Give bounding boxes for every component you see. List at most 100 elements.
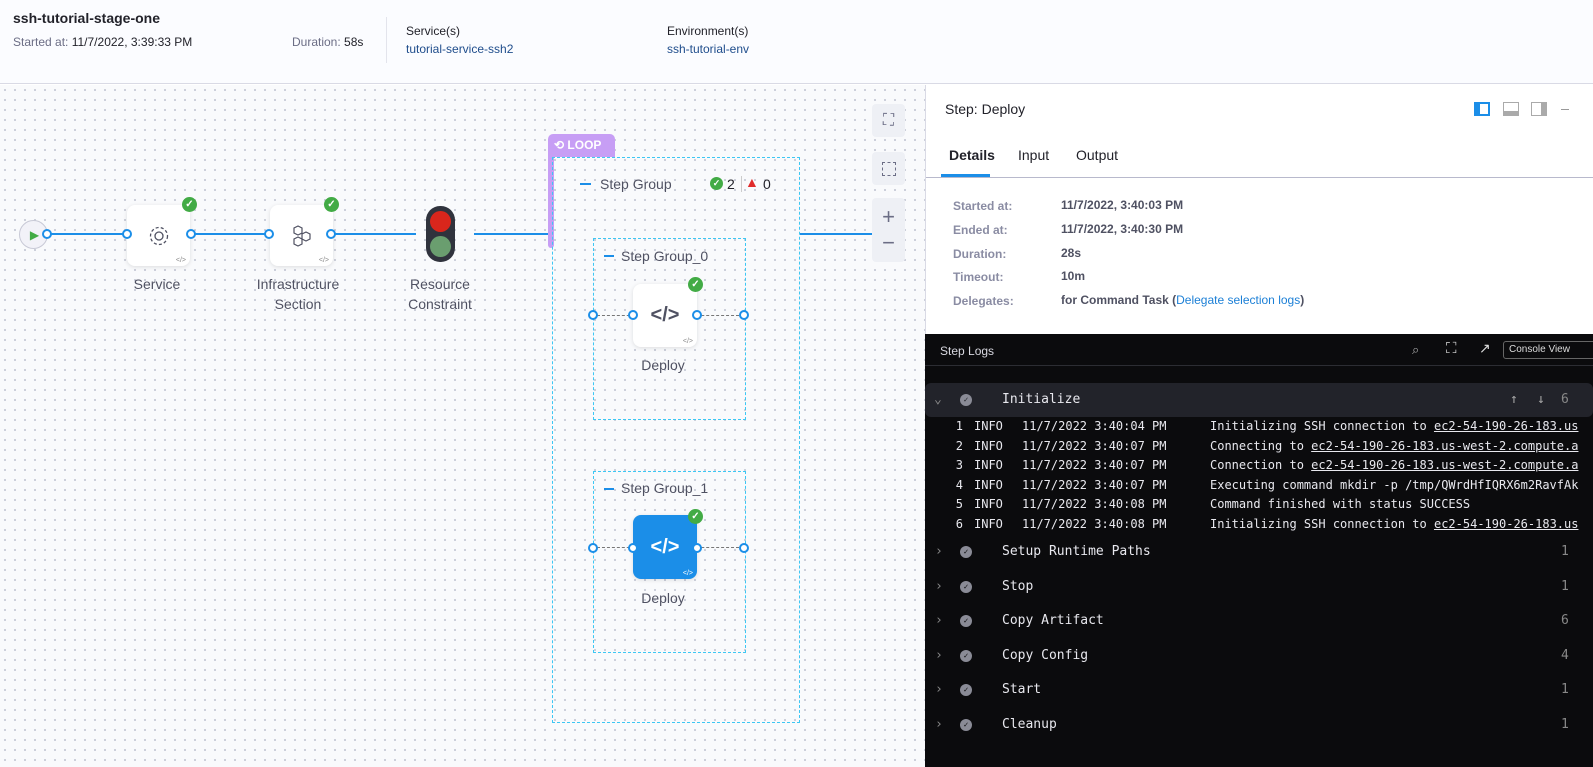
warning-icon: ▲ xyxy=(745,174,759,190)
fit-screen-button[interactable]: ⛶ xyxy=(872,104,905,137)
panel-title: Step: Deploy xyxy=(945,101,1026,117)
log-section[interactable]: › ✓ Cleanup 1 xyxy=(925,708,1593,742)
step-group-0[interactable] xyxy=(593,238,746,420)
port xyxy=(264,229,274,239)
infrastructure-node[interactable]: </> xyxy=(270,205,333,266)
section-name: Start xyxy=(1002,682,1042,697)
line-count: 1 xyxy=(1561,716,1569,732)
collapse-icon[interactable] xyxy=(580,183,591,185)
check-icon: ✓ xyxy=(960,580,972,593)
console-view-button[interactable]: Console View xyxy=(1503,341,1593,359)
edge xyxy=(474,233,552,235)
minimize-icon[interactable] xyxy=(1561,109,1569,110)
port xyxy=(628,310,638,320)
environment-link[interactable]: ssh-tutorial-env xyxy=(667,42,750,56)
port xyxy=(739,543,749,553)
deploy-node-selected[interactable]: </> </> xyxy=(633,515,697,579)
log-section[interactable]: › ✓ Setup Runtime Paths 1 xyxy=(925,535,1593,569)
active-tab-indicator xyxy=(941,174,990,177)
host-link[interactable]: ec2-54-190-26-183.us-west-2.compute.a xyxy=(1311,438,1579,453)
edge xyxy=(188,233,272,235)
line-count: 4 xyxy=(1561,647,1569,663)
arrow-down-icon[interactable]: ↓ xyxy=(1537,392,1545,407)
traffic-light-icon[interactable] xyxy=(426,206,455,262)
section-name: Cleanup xyxy=(1002,716,1057,732)
collapse-icon[interactable] xyxy=(604,255,614,257)
environment-label: Environment(s) xyxy=(667,24,749,38)
port xyxy=(739,310,749,320)
select-button[interactable] xyxy=(872,152,905,185)
host-link[interactable]: ec2-54-190-26-183.us xyxy=(1433,517,1579,531)
log-section[interactable]: › ✓ Start 1 xyxy=(925,673,1593,707)
deploy-node[interactable]: </> </> xyxy=(633,284,697,347)
tab-details[interactable]: Details xyxy=(949,147,995,163)
port xyxy=(692,543,702,553)
log-section-initialize[interactable]: ⌄ ✓ Initialize ↑ ↓ 6 xyxy=(925,383,1593,417)
split-left-icon[interactable] xyxy=(1531,102,1547,116)
divider xyxy=(926,177,1593,178)
step-group-label: Step Group xyxy=(600,176,672,192)
group-label: Step Group_1 xyxy=(621,480,709,496)
edge xyxy=(800,233,900,235)
step-group-container[interactable] xyxy=(552,157,800,723)
line-count: 1 xyxy=(1561,544,1569,559)
detail-label: Duration: xyxy=(953,247,1007,261)
open-external-icon[interactable]: ↗ xyxy=(1479,340,1491,356)
code-icon: </> xyxy=(175,257,186,264)
execution-header: ssh-tutorial-stage-one Started at: 11/7/… xyxy=(0,0,1593,84)
detail-suffix: ) xyxy=(1300,293,1305,307)
play-icon: ▶ xyxy=(29,227,40,242)
check-icon: ✓ xyxy=(960,546,972,558)
port xyxy=(588,310,598,320)
success-count: 2 xyxy=(727,176,735,192)
log-section[interactable]: › ✓ Copy Config 4 xyxy=(925,639,1593,673)
detail-value: 11/7/2022, 3:40:30 PM xyxy=(1061,222,1184,236)
line-count: 6 xyxy=(1561,613,1569,628)
delegate-logs-link[interactable]: Delegate selection logs xyxy=(1176,293,1301,307)
port xyxy=(628,543,638,553)
detail-value: for Command Task ( xyxy=(1061,293,1177,307)
zoom-in-icon[interactable]: + xyxy=(882,204,895,229)
section-name: Initialize xyxy=(1002,392,1081,407)
loop-icon: ⟲ xyxy=(554,138,565,152)
duration-label: Duration: xyxy=(292,35,341,49)
service-link[interactable]: tutorial-service-ssh2 xyxy=(406,42,514,56)
split-bottom-icon[interactable] xyxy=(1503,102,1519,116)
section-name: Stop xyxy=(1002,578,1034,594)
fullscreen-icon[interactable]: ⛶ xyxy=(1446,340,1457,357)
split-right-icon[interactable] xyxy=(1474,102,1490,116)
edge xyxy=(332,233,416,235)
log-section[interactable]: › ✓ Stop 1 xyxy=(925,570,1593,604)
detail-value: 28s xyxy=(1061,246,1082,260)
arrow-up-icon[interactable]: ↑ xyxy=(1510,392,1518,407)
chevron-right-icon: › xyxy=(935,578,943,594)
stage-title: ssh-tutorial-stage-one xyxy=(13,10,161,26)
step-group-1[interactable] xyxy=(593,471,746,653)
section-name: Copy Artifact xyxy=(1002,613,1104,628)
node-label: Infrastructure Section xyxy=(256,276,340,312)
pipeline-canvas[interactable] xyxy=(0,85,925,767)
port xyxy=(326,229,336,239)
chevron-right-icon: › xyxy=(935,716,943,732)
started-value: 11/7/2022, 3:39:33 PM xyxy=(71,35,193,49)
code-icon: </> xyxy=(650,304,680,326)
host-link[interactable]: ec2-54-190-26-183.us-west-2.compute.a xyxy=(1311,458,1579,473)
port xyxy=(42,229,52,239)
service-node[interactable]: </> xyxy=(127,205,190,266)
chevron-right-icon: › xyxy=(935,613,943,628)
zoom-controls: + − xyxy=(872,198,905,262)
tab-output[interactable]: Output xyxy=(1076,147,1119,163)
line-count: 6 xyxy=(1561,392,1569,407)
search-icon[interactable]: ⌕ xyxy=(1412,342,1420,357)
log-section[interactable]: › ✓ Copy Artifact 6 xyxy=(925,604,1593,638)
zoom-out-icon[interactable]: − xyxy=(882,230,895,255)
host-link[interactable]: ec2-54-190-26-183.us xyxy=(1433,419,1579,433)
section-name: Copy Config xyxy=(1002,647,1089,663)
port xyxy=(692,310,702,320)
check-icon: ✓ xyxy=(960,718,972,731)
loop-bar xyxy=(548,150,554,248)
collapse-icon[interactable] xyxy=(604,488,614,490)
divider xyxy=(925,365,1593,366)
expand-icon: ⛶ xyxy=(882,111,895,129)
tab-input[interactable]: Input xyxy=(1018,147,1050,163)
